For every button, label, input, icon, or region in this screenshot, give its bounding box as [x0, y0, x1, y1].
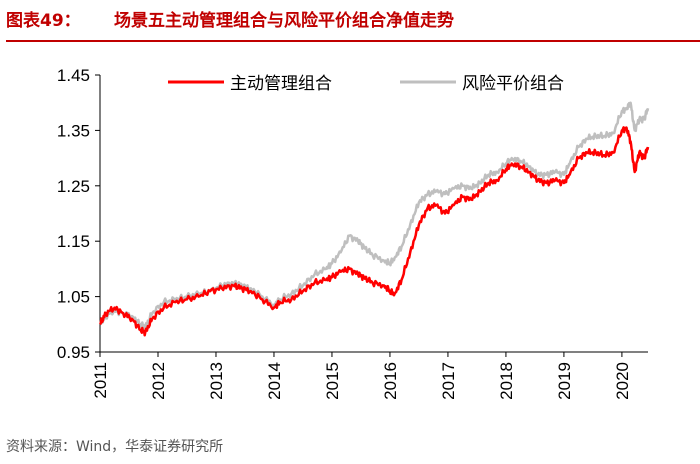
y-tick-label: 1.45: [57, 66, 90, 85]
x-tick-label: 2019: [555, 362, 574, 400]
x-tick-label: 2016: [381, 362, 400, 400]
figure-label: 图表49：: [6, 11, 81, 31]
chart-container: 0.95 1.05 1.15 1.25 1.35 1.45 2011 2012 2013 2014…: [0, 40, 700, 430]
x-tick-label: 2011: [91, 362, 110, 399]
legend-label: 风险平价组合: [462, 74, 564, 94]
y-tick-label: 1.25: [57, 177, 90, 196]
y-tick-label: 0.95: [57, 343, 90, 362]
chart-axes: 0.95 1.05 1.15 1.25 1.35 1.45 2011 2012 2013 2014…: [57, 66, 648, 400]
x-tick-label: 2013: [207, 362, 226, 400]
legend-label: 主动管理组合: [230, 74, 332, 94]
y-tick-label: 1.35: [57, 121, 90, 140]
source-note: 资料来源：Wind，华泰证券研究所: [6, 439, 224, 455]
x-tick-label: 2020: [613, 362, 632, 400]
y-tick-label: 1.15: [57, 232, 90, 251]
title-divider: [6, 40, 700, 42]
series-line: [99, 126, 650, 337]
chart-legend: 主动管理组合 风险平价组合: [168, 74, 564, 94]
chart-series: [99, 101, 650, 337]
x-tick-label: 2015: [323, 362, 342, 400]
y-tick-label: 1.05: [57, 288, 90, 307]
line-chart: 0.95 1.05 1.15 1.25 1.35 1.45 2011 2012 2013 2014…: [57, 66, 650, 400]
x-tick-label: 2014: [265, 362, 284, 400]
figure-title: 场景五主动管理组合与风险平价组合净值走势: [114, 11, 454, 31]
series-line: [99, 101, 650, 332]
x-tick-label: 2018: [497, 362, 516, 400]
figure-header: 图表49： 场景五主动管理组合与风险平价组合净值走势: [6, 6, 700, 42]
x-tick-label: 2017: [439, 362, 458, 400]
x-tick-label: 2012: [149, 362, 168, 400]
